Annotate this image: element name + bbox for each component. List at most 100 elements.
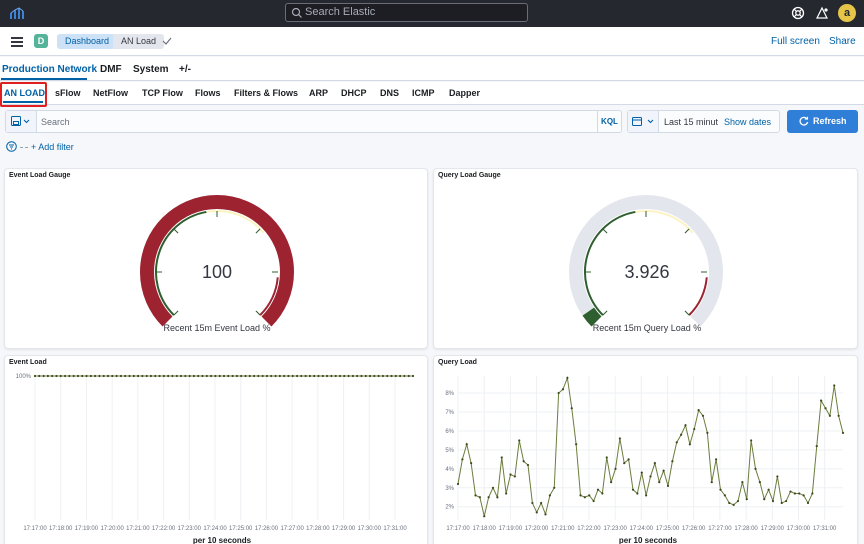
tab-edit-tabs[interactable]: +/- xyxy=(179,64,191,75)
tab-production-network[interactable]: Production Network xyxy=(2,64,98,75)
data-point xyxy=(132,374,135,378)
gauge-tick xyxy=(602,310,608,316)
data-point xyxy=(55,374,58,378)
subtab-dhcp[interactable]: DHCP xyxy=(341,88,367,98)
x-tick-label: 17:27:00 xyxy=(280,526,304,532)
data-point xyxy=(119,374,123,378)
subtab-icmp[interactable]: ICMP xyxy=(412,88,435,98)
data-point xyxy=(833,384,836,387)
breadcrumb-dashboard[interactable]: Dashboard xyxy=(57,34,120,49)
x-tick-label: 17:22:00 xyxy=(152,526,176,532)
elastic-logo-icon[interactable] xyxy=(9,5,25,21)
data-point xyxy=(618,437,621,440)
data-point xyxy=(106,374,110,378)
gauge-label: Recent 15m Event Load % xyxy=(163,323,271,333)
data-point xyxy=(38,374,41,378)
data-point xyxy=(390,374,393,378)
time-range-value[interactable]: Last 15 minut xyxy=(664,117,719,127)
add-filter-button[interactable]: + Add filter xyxy=(31,142,74,152)
data-point xyxy=(732,503,735,506)
data-point xyxy=(693,427,696,431)
data-point xyxy=(636,492,639,495)
subtab-tcp-flow[interactable]: TCP Flow xyxy=(142,88,183,98)
data-point xyxy=(179,374,183,378)
full-screen-button[interactable]: Full screen xyxy=(771,36,820,47)
data-point xyxy=(828,414,831,417)
menu-icon[interactable] xyxy=(11,37,23,47)
data-point xyxy=(154,374,157,378)
panel-title: Query Load Gauge xyxy=(438,172,501,179)
data-point xyxy=(115,374,118,378)
tab-system[interactable]: System xyxy=(133,64,169,75)
x-tick-label: 17:22:00 xyxy=(577,526,601,532)
data-point xyxy=(386,374,389,378)
app-header: D Dashboard AN Load Full screen Share xyxy=(0,27,864,56)
data-point xyxy=(128,374,131,378)
space-avatar[interactable]: D xyxy=(34,34,48,48)
y-tick-label: 4% xyxy=(445,467,454,473)
quick-date-button[interactable] xyxy=(628,111,659,132)
data-point xyxy=(662,469,665,472)
data-point xyxy=(188,374,191,378)
help-icon[interactable] xyxy=(791,6,805,20)
data-point xyxy=(701,414,705,417)
data-point xyxy=(411,374,415,378)
data-point xyxy=(304,374,307,378)
data-point xyxy=(325,374,329,378)
check-icon xyxy=(162,37,172,45)
data-point xyxy=(98,374,101,378)
y-tick-label: 100% xyxy=(16,374,32,380)
data-point xyxy=(94,374,97,378)
data-point xyxy=(356,374,359,378)
data-point xyxy=(295,374,299,378)
data-point xyxy=(283,374,286,378)
user-avatar[interactable]: a xyxy=(838,4,856,22)
subtab-netflow[interactable]: NetFlow xyxy=(93,88,128,98)
data-point xyxy=(522,460,525,463)
share-button[interactable]: Share xyxy=(829,36,856,47)
data-point xyxy=(235,374,238,378)
data-point xyxy=(553,486,556,489)
data-point xyxy=(540,501,543,505)
subtab-sflow[interactable]: sFlow xyxy=(55,88,81,98)
event-load-chart: 17:17:00 17:18:00 17:19:00 17:20:00 17:21:00… xyxy=(16,374,415,532)
news-feed-icon[interactable] xyxy=(815,6,829,20)
x-tick-label: 17:31:00 xyxy=(383,526,407,532)
data-point xyxy=(89,374,92,378)
gauge-tick xyxy=(173,228,179,234)
global-search-input[interactable]: Search Elastic xyxy=(285,3,528,22)
subtab-dns[interactable]: DNS xyxy=(380,88,400,98)
save-icon xyxy=(11,116,30,126)
gauge-range-high xyxy=(259,277,279,316)
show-dates-button[interactable]: Show dates xyxy=(724,117,772,127)
data-point xyxy=(124,374,127,378)
active-tab-indicator xyxy=(1,78,87,80)
subtab-arp[interactable]: ARP xyxy=(309,88,329,98)
data-point xyxy=(623,462,626,465)
data-point xyxy=(579,494,582,497)
data-point xyxy=(465,443,468,446)
data-point xyxy=(570,407,573,410)
gauge-tick xyxy=(684,310,690,316)
subtab-flows[interactable]: Flows xyxy=(195,88,221,98)
data-point xyxy=(767,488,770,491)
active-subtab-indicator xyxy=(3,101,43,103)
x-tick-label: 17:28:00 xyxy=(734,526,758,532)
refresh-button[interactable]: Refresh xyxy=(787,110,858,133)
refresh-label: Refresh xyxy=(813,116,847,126)
search-input[interactable]: Search xyxy=(41,117,70,127)
subtab-dapper[interactable]: Dapper xyxy=(449,88,481,98)
data-point xyxy=(592,499,595,503)
data-point xyxy=(218,374,221,378)
subtab-an-load[interactable]: AN LOAD xyxy=(4,88,45,98)
filter-menu-icon[interactable] xyxy=(6,141,17,152)
kql-toggle-button[interactable]: KQL xyxy=(597,111,621,132)
subtab-filters-flows[interactable]: Filters & Flows xyxy=(234,88,299,98)
saved-query-button[interactable] xyxy=(6,111,37,132)
data-point xyxy=(46,374,49,378)
tab-dmf[interactable]: DMF xyxy=(100,64,122,75)
data-point xyxy=(347,374,350,378)
data-point xyxy=(278,374,281,378)
x-tick-label: 17:19:00 xyxy=(75,526,99,532)
data-point xyxy=(483,515,486,518)
